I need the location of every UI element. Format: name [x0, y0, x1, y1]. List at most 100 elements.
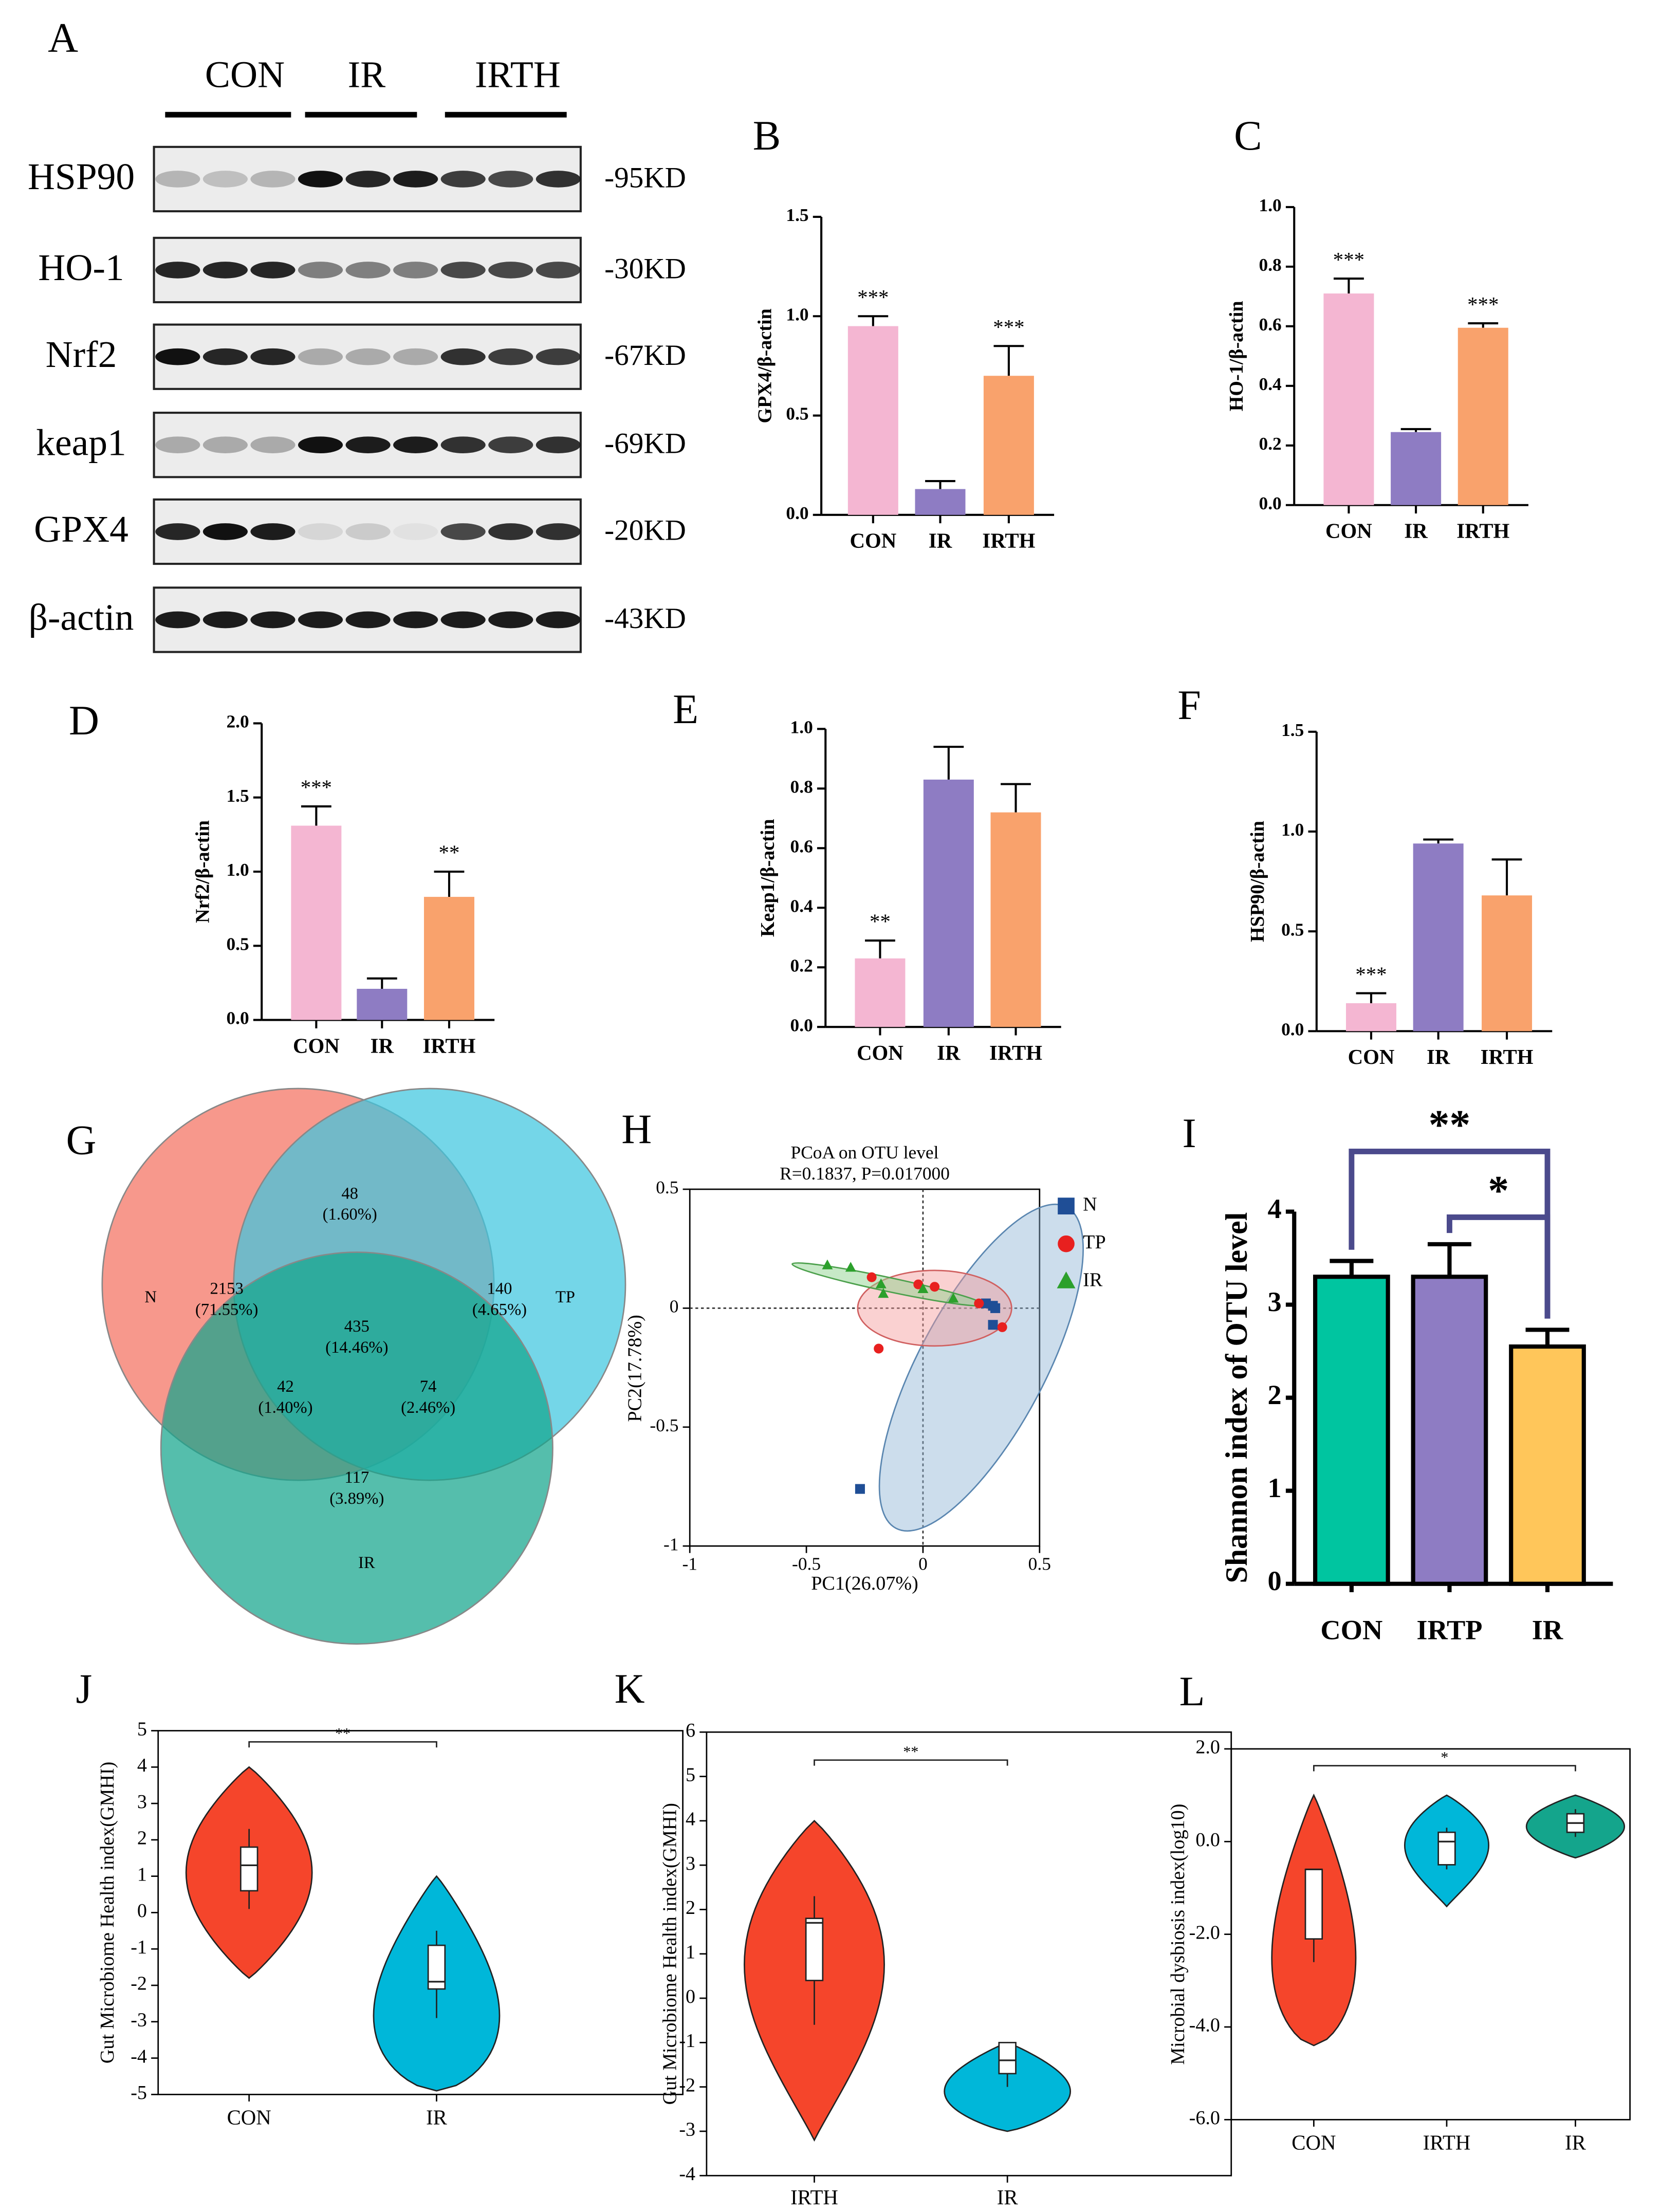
y-tick-label: 3 — [1268, 1286, 1282, 1317]
blot-band — [202, 348, 248, 365]
x-tick-label: -0.5 — [792, 1553, 821, 1574]
blot-band — [250, 436, 296, 454]
point — [974, 1298, 984, 1308]
y-axis-label: Gut Microbiome Health index(GMHI) — [97, 1762, 118, 2063]
y-tick-label: 0.5 — [1281, 919, 1304, 939]
y-tick-label: 1 — [1268, 1472, 1282, 1503]
y-tick-label: -0.5 — [650, 1415, 678, 1435]
y-tick-label: 0 — [137, 1900, 147, 1922]
bar — [923, 779, 974, 1027]
y-tick-label: 2.0 — [1195, 1737, 1220, 1758]
blot-band — [250, 262, 296, 279]
blot-band — [440, 611, 486, 629]
region-count: 140 — [487, 1279, 512, 1298]
point — [845, 1262, 856, 1272]
blot-band — [393, 523, 438, 540]
chart-title: PCoA on OTU level — [791, 1142, 939, 1163]
panel-letter: I — [1182, 1110, 1196, 1156]
blot-band — [488, 171, 533, 188]
blot-band — [440, 171, 486, 188]
point — [997, 1322, 1007, 1332]
legend-label: N — [1083, 1193, 1097, 1215]
bar — [1457, 327, 1508, 505]
bar — [1345, 1003, 1396, 1031]
bar — [1482, 895, 1533, 1031]
y-tick-label: 2 — [1268, 1379, 1282, 1410]
box — [1437, 1831, 1456, 1866]
x-tick-label: IR — [1532, 1614, 1563, 1645]
x-tick-label: -1 — [682, 1553, 697, 1574]
legend-marker — [1058, 1235, 1075, 1252]
protein-label: β-actin — [29, 597, 134, 638]
size-label: -69KD — [604, 428, 686, 460]
region-percent: (1.40%) — [258, 1398, 312, 1417]
point — [917, 1283, 929, 1293]
region-percent: (2.46%) — [401, 1398, 455, 1417]
blot-band — [393, 262, 438, 279]
y-tick-label: 1 — [137, 1864, 147, 1885]
blot-band — [440, 262, 486, 279]
x-tick-label: IRTH — [790, 2186, 838, 2209]
y-tick-label: -1 — [679, 2030, 695, 2052]
blot-band — [345, 436, 391, 454]
bar — [983, 376, 1034, 515]
blot-band — [345, 523, 391, 540]
x-tick-label: CON — [857, 1041, 903, 1064]
x-tick-label: 0 — [918, 1553, 928, 1574]
y-tick-label: 6 — [686, 1720, 695, 1741]
size-label: -30KD — [604, 252, 686, 285]
panel-letter: K — [615, 1665, 645, 1712]
x-tick-label: IR — [371, 1034, 394, 1057]
legend-marker — [1058, 1197, 1075, 1214]
blot-band — [536, 348, 581, 365]
point — [948, 1293, 959, 1303]
blot-band — [202, 436, 248, 454]
blot-band — [393, 611, 438, 629]
significance: ** — [903, 1743, 918, 1760]
bar — [1323, 293, 1374, 505]
legend-label: TP — [1083, 1231, 1105, 1253]
blot-band — [345, 611, 391, 629]
y-tick-label: 0.2 — [790, 955, 813, 975]
y-tick-label: 1.5 — [786, 205, 808, 225]
y-tick-label: 3 — [137, 1791, 147, 1813]
y-axis-label: HSP90/β-actin — [1247, 821, 1268, 942]
point — [866, 1272, 877, 1282]
blot-band — [536, 262, 581, 279]
size-label: -95KD — [604, 161, 686, 194]
y-tick-label: 4 — [686, 1809, 695, 1830]
blot-band — [393, 171, 438, 188]
significance: ** — [1429, 1101, 1471, 1148]
box — [239, 1846, 259, 1892]
x-tick-label: IRTH — [423, 1034, 476, 1057]
x-tick-label: IRTH — [1481, 1045, 1534, 1068]
significance-bracket — [248, 1741, 437, 1748]
blot-band — [250, 611, 296, 629]
panel-letter: J — [76, 1665, 93, 1712]
bar — [855, 958, 906, 1027]
legend-marker — [1057, 1271, 1076, 1288]
blot-band — [488, 436, 533, 454]
significance: * — [1488, 1167, 1509, 1214]
x-tick-label: CON — [1320, 1614, 1382, 1645]
blot-band — [250, 171, 296, 188]
blot-band — [536, 436, 581, 454]
blot-band — [488, 611, 533, 629]
point — [878, 1288, 889, 1298]
x-tick-label: IR — [997, 2186, 1019, 2209]
set-label: TP — [556, 1288, 575, 1306]
significance: ** — [439, 841, 460, 864]
y-tick-label: -2.0 — [1189, 1922, 1220, 1943]
box — [805, 1918, 824, 1981]
blot-band — [345, 348, 391, 365]
blot-band — [298, 262, 343, 279]
y-tick-label: 1.0 — [1259, 195, 1282, 215]
y-axis-label: Shannon index of OTU level — [1220, 1212, 1253, 1583]
y-tick-label: 1.0 — [786, 304, 808, 324]
y-tick-label: -4 — [131, 2045, 147, 2067]
y-tick-label: -1 — [131, 1937, 147, 1958]
region-count: 48 — [341, 1184, 358, 1203]
significance: ** — [335, 1725, 350, 1742]
y-tick-label: 0 — [686, 1986, 695, 2007]
